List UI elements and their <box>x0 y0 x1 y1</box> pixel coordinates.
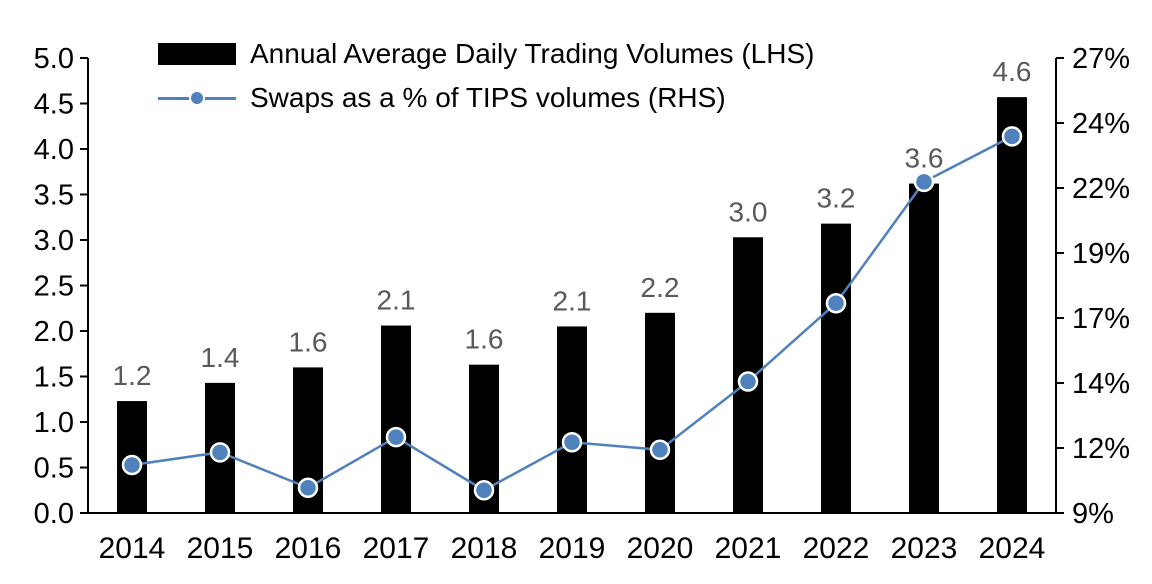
right-axis-tick-label: 9% <box>1072 498 1114 530</box>
bar <box>909 183 939 513</box>
line-marker <box>473 480 495 501</box>
x-axis-tick-label: 2016 <box>275 532 342 565</box>
legend-label-line: Swaps as a % of TIPS volumes (RHS) <box>250 82 726 113</box>
bar-data-label: 2.1 <box>553 285 592 316</box>
x-axis-tick-label: 2018 <box>451 532 518 565</box>
line-marker <box>297 477 319 498</box>
legend-item-line: Swaps as a % of TIPS volumes (RHS) <box>158 84 814 112</box>
left-axis-tick-label: 2.0 <box>34 316 74 348</box>
left-axis-tick-label: 3.0 <box>34 225 74 257</box>
bar-data-label: 4.6 <box>993 56 1032 87</box>
bar <box>821 223 851 513</box>
right-axis-tick-label: 22% <box>1072 173 1130 205</box>
left-axis-tick-label: 0.0 <box>34 498 74 530</box>
legend-item-bars: Annual Average Daily Trading Volumes (LH… <box>158 40 814 68</box>
bar-data-label: 3.2 <box>817 183 856 214</box>
bar <box>557 326 587 513</box>
bar-data-label: 2.1 <box>377 285 416 316</box>
left-axis-tick-label: 4.0 <box>34 134 74 166</box>
chart-legend: Annual Average Daily Trading Volumes (LH… <box>158 40 814 112</box>
left-axis-tick-label: 1.5 <box>34 362 74 394</box>
bar-data-label: 1.2 <box>113 360 152 391</box>
line-marker-icon <box>189 90 205 106</box>
x-axis-tick-label: 2022 <box>803 532 870 565</box>
left-axis-tick-label: 5.0 <box>34 43 74 75</box>
line-marker <box>737 371 759 392</box>
left-axis-tick-label: 3.5 <box>34 180 74 212</box>
x-axis-tick-label: 2015 <box>187 532 254 565</box>
bar <box>997 97 1027 513</box>
bar-data-label: 1.6 <box>465 324 504 355</box>
line-marker <box>825 292 847 314</box>
right-axis-tick-label: 12% <box>1072 433 1130 465</box>
legend-label-bars: Annual Average Daily Trading Volumes (LH… <box>250 38 815 69</box>
bar-swatch-icon <box>158 43 236 65</box>
line-marker <box>561 431 583 453</box>
x-axis-tick-label: 2024 <box>979 532 1046 565</box>
x-axis-tick-label: 2023 <box>891 532 958 565</box>
bar-data-label: 3.0 <box>729 196 768 227</box>
bar-data-label: 2.2 <box>641 272 680 303</box>
line-marker <box>121 454 143 476</box>
bar-data-label: 1.4 <box>201 342 240 373</box>
right-axis-tick-label: 27% <box>1072 43 1130 75</box>
x-axis-tick-label: 2021 <box>715 532 782 565</box>
line-swatch-icon <box>158 87 236 109</box>
line-marker <box>1001 126 1023 147</box>
x-axis-tick-label: 2017 <box>363 532 430 565</box>
line-marker <box>913 171 935 193</box>
left-axis-tick-label: 0.5 <box>34 453 74 485</box>
left-axis-tick-label: 1.0 <box>34 407 74 439</box>
right-axis-tick-label: 24% <box>1072 108 1130 140</box>
x-axis-tick-label: 2019 <box>539 532 606 565</box>
bar-data-label: 3.6 <box>905 143 944 174</box>
x-axis-tick-label: 2020 <box>627 532 694 565</box>
bar <box>381 325 411 513</box>
line-marker <box>649 439 671 461</box>
left-axis-tick-label: 4.5 <box>34 89 74 121</box>
right-axis-tick-label: 17% <box>1072 303 1130 335</box>
bar-data-label: 1.6 <box>289 326 328 357</box>
right-axis-tick-label: 14% <box>1072 368 1130 400</box>
line-marker <box>209 442 231 463</box>
line-marker <box>385 426 407 448</box>
right-axis-tick-label: 19% <box>1072 238 1130 270</box>
x-axis-tick-label: 2014 <box>99 532 166 565</box>
bar <box>645 312 675 513</box>
left-axis-tick-label: 2.5 <box>34 271 74 303</box>
